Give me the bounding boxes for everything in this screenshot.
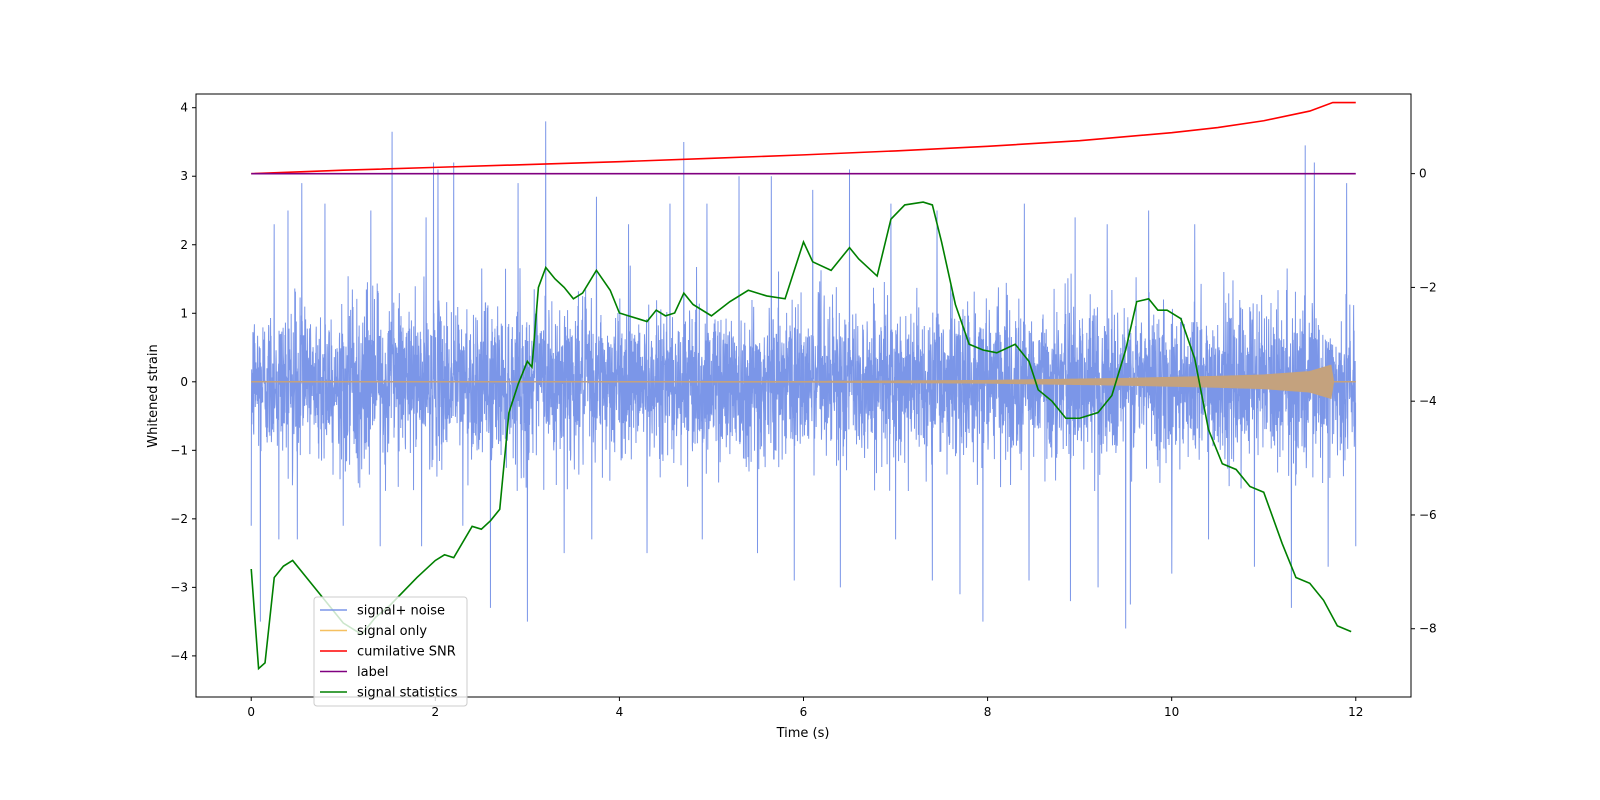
x-tick-label: 0: [247, 705, 255, 719]
y-tick-label: 4: [180, 101, 188, 115]
y-tick-label: −1: [170, 443, 188, 457]
legend-label: signal+ noise: [357, 604, 445, 619]
legend-box: [313, 596, 468, 707]
y2-tick-label: −8: [1419, 622, 1437, 636]
series-signal-statistics: [250, 201, 1352, 671]
x-tick-label: 6: [800, 705, 808, 719]
y2-tick-label: 0: [1419, 167, 1427, 181]
x-tick-label: 8: [984, 705, 992, 719]
legend-label: label: [357, 665, 388, 680]
x-tick-label: 12: [1348, 705, 1363, 719]
y2-tick-label: −2: [1419, 280, 1437, 294]
y-tick-label: −4: [170, 649, 188, 663]
x-tick-label: 4: [616, 705, 624, 719]
legend-label: cumilative SNR: [357, 645, 456, 660]
y-tick-label: 2: [180, 238, 188, 252]
x-axis-label: Time (s): [776, 726, 830, 741]
series-cumulative-snr: [251, 101, 1356, 175]
series-signal-noise: [250, 121, 1357, 629]
legend-label: signal statistics: [357, 686, 458, 701]
y2-tick-label: −4: [1419, 394, 1437, 408]
y-tick-label: −3: [170, 580, 188, 594]
y-axis-label: Whitened strain: [146, 344, 161, 447]
legend: signal+ noise signal only cumilative SNR la…: [313, 596, 468, 707]
y2-tick-label: −6: [1419, 508, 1437, 522]
y-tick-label: 1: [180, 306, 188, 320]
x-tick-label: 10: [1164, 705, 1179, 719]
y-axis-right: −8 −6 −4 −2 0: [1411, 167, 1437, 636]
y-tick-label: 0: [180, 375, 188, 389]
y-tick-label: −2: [170, 512, 188, 526]
series-layer: [250, 101, 1357, 671]
legend-label: signal only: [357, 624, 427, 639]
y-tick-label: 3: [180, 169, 188, 183]
x-tick-label: 2: [431, 705, 439, 719]
y-axis-left: −4 −3 −2 −1 0 1 2 3 4: [170, 101, 196, 663]
